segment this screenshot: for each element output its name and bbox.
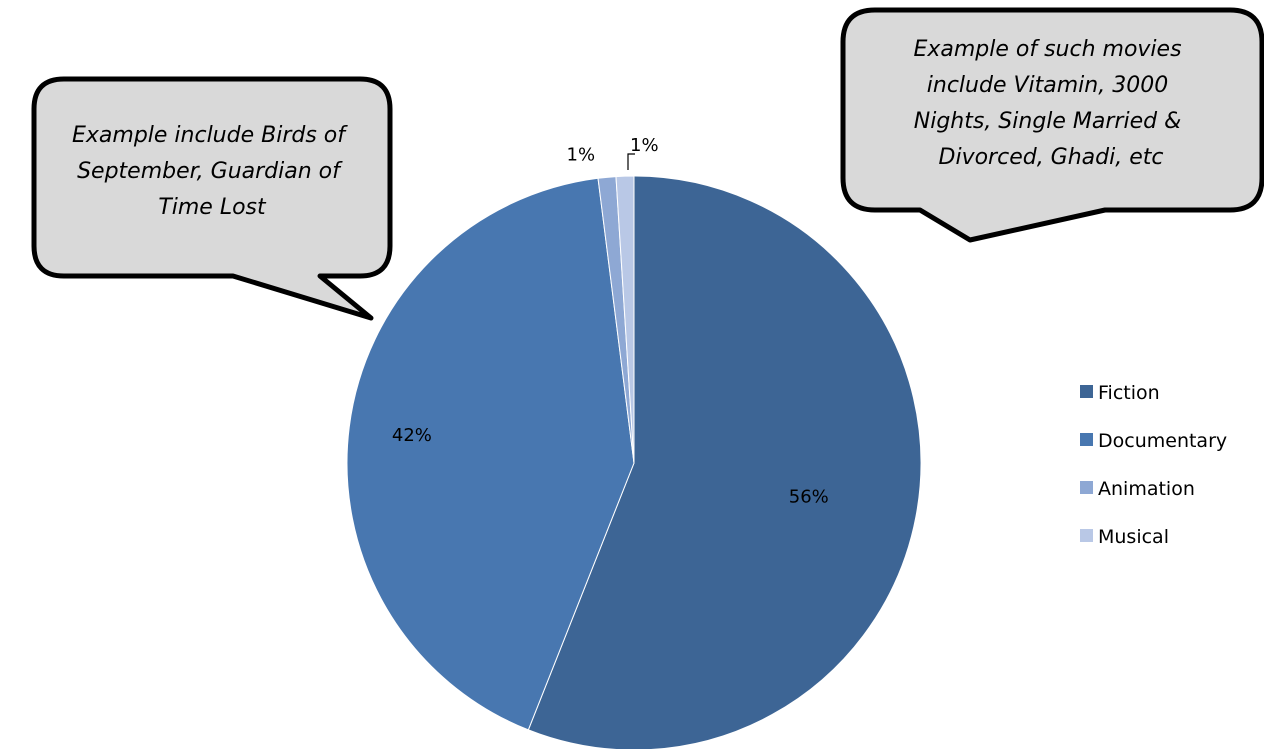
callout-right-line-4: Divorced, Ghadi, etc [939, 145, 1164, 170]
callout-left-line-3: Time Lost [158, 195, 267, 220]
leader-line [627, 153, 635, 170]
callout-left-line-1: Example include Birds of [72, 123, 348, 148]
callout-right-line-1: Example of such movies [913, 37, 1181, 62]
legend-label-fiction: Fiction [1098, 382, 1160, 404]
legend-swatch-animation [1080, 481, 1093, 494]
data-label-fiction: 56% [789, 486, 829, 507]
callout-right-line-3: Nights, Single Married & [914, 109, 1182, 134]
pie-slices [346, 175, 922, 749]
callout-right-text: Example of such movies include Vitamin, … [913, 37, 1188, 170]
callout-left-line-2: September, Guardian of [77, 159, 343, 184]
callout-right-line-2: include Vitamin, 3000 [927, 73, 1168, 98]
data-label-documentary: 42% [392, 425, 432, 446]
legend-label-musical: Musical [1098, 526, 1169, 548]
data-label-animation: 1% [567, 144, 596, 165]
pie-slice-fiction [527, 175, 922, 749]
legend-label-documentary: Documentary [1098, 430, 1227, 452]
data-label-musical: 1% [630, 135, 659, 156]
legend: Fiction Documentary Animation Musical [1080, 382, 1227, 548]
legend-swatch-musical [1080, 529, 1093, 542]
legend-swatch-fiction [1080, 385, 1093, 398]
callout-right-shape [840, 7, 1264, 243]
callout-left: Example include Birds of September, Guar… [31, 76, 393, 321]
legend-label-animation: Animation [1098, 478, 1195, 500]
pie-data-labels: 56% 42% 1% 1% [392, 135, 829, 507]
legend-swatch-documentary [1080, 433, 1093, 446]
callout-right: Example of such movies include Vitamin, … [840, 7, 1264, 243]
pie-slice-documentary [346, 177, 635, 731]
callout-left-shape [31, 76, 393, 321]
pie-slice-musical [615, 175, 635, 464]
callout-left-text: Example include Birds of September, Guar… [72, 123, 352, 220]
